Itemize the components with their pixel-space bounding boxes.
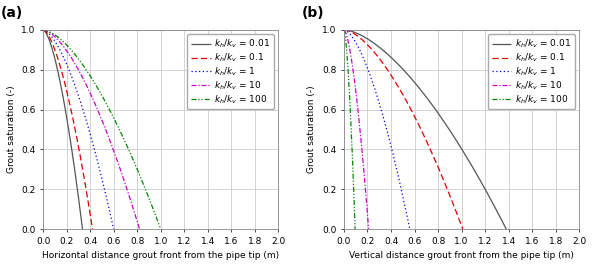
Legend: $k_h$/$k_v$ = 0.01, $k_h$/$k_v$ = 0.1, $k_h$/$k_v$ = 1, $k_h$/$k_v$ = 10, $k_h$/: $k_h$/$k_v$ = 0.01, $k_h$/$k_v$ = 0.1, $… <box>488 34 575 109</box>
Y-axis label: Grout saturation (-): Grout saturation (-) <box>307 86 316 173</box>
X-axis label: Horizontal distance grout front from the pipe tip (m): Horizontal distance grout front from the… <box>42 251 279 260</box>
Text: (b): (b) <box>301 6 324 20</box>
Legend: $k_h$/$k_v$ = 0.01, $k_h$/$k_v$ = 0.1, $k_h$/$k_v$ = 1, $k_h$/$k_v$ = 10, $k_h$/: $k_h$/$k_v$ = 0.01, $k_h$/$k_v$ = 0.1, $… <box>187 34 274 109</box>
Text: (a): (a) <box>1 6 23 20</box>
Y-axis label: Grout saturation (-): Grout saturation (-) <box>7 86 15 173</box>
X-axis label: Vertical distance grout front from the pipe tip (m): Vertical distance grout front from the p… <box>349 251 574 260</box>
